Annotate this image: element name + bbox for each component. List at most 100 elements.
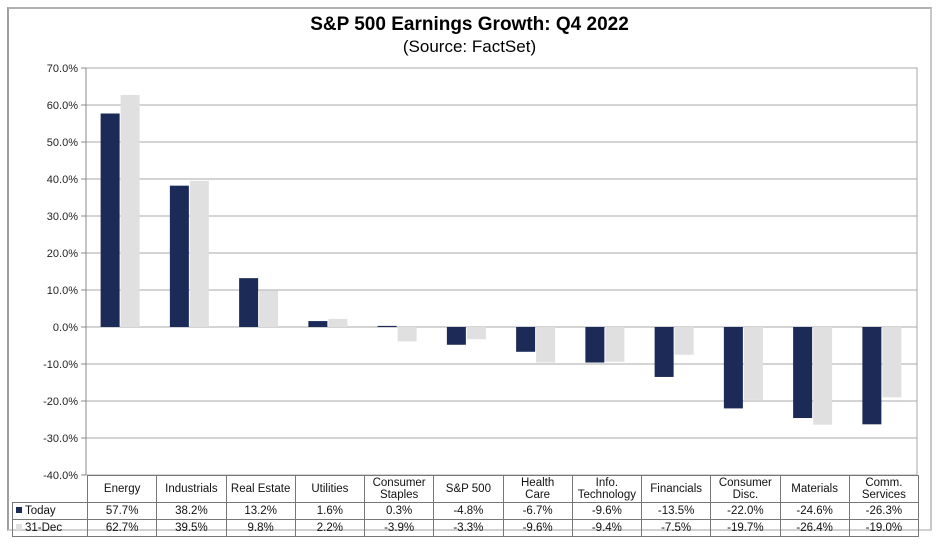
y-tick-label: -10.0% [43, 359, 78, 371]
data-label: -9.6% [571, 502, 643, 520]
bar-31-dec-consumer-staples [397, 327, 417, 342]
category-label-line: Staples [379, 489, 419, 501]
y-tick-label: 0.0% [53, 322, 78, 334]
bar-31-dec-utilities [328, 318, 348, 327]
category-label: Utilities [294, 475, 366, 503]
category-label-line: Real Estate [230, 483, 291, 495]
data-label: -24.6% [779, 502, 850, 520]
category-label: Real Estate [225, 475, 296, 503]
data-label: -9.4% [571, 519, 643, 537]
y-tick-label: 50.0% [47, 137, 78, 149]
data-label: -13.5% [640, 502, 712, 520]
bar-31-dec-industrials [189, 180, 209, 327]
category-label: Financials [640, 475, 712, 503]
bar-31-dec-real-estate [259, 290, 279, 327]
category-label: Industrials [156, 475, 227, 503]
category-label: Info. Technology [571, 475, 643, 503]
y-tick-label: 30.0% [47, 211, 78, 223]
bar-31-dec-comm-services [882, 327, 902, 398]
y-tick-label: -30.0% [43, 433, 78, 445]
y-tick-label: 10.0% [47, 285, 78, 297]
data-label: -19.0% [848, 519, 920, 537]
plot-area-border [85, 67, 918, 476]
data-label: -26.4% [779, 519, 850, 537]
bar-31-dec-financials [674, 327, 694, 355]
category-label-line: Energy [103, 483, 141, 495]
table-row: Today 57.7% 38.2% 13.2% 1.6% 0.3% -4.8% -6.7% -9… [12, 502, 920, 520]
category-label-line: Consumer [372, 477, 426, 489]
category-label-line: S&P 500 [445, 483, 491, 495]
category-label-line: Comm. [865, 477, 903, 489]
data-label: -7.5% [640, 519, 712, 537]
y-tick-label: 70.0% [47, 63, 78, 75]
data-label: -26.3% [848, 502, 920, 520]
data-label: -6.7% [502, 502, 573, 520]
bar-31-dec-materials [813, 327, 833, 425]
chart-subtitle: (Source: FactSet) [402, 37, 537, 56]
bar-today-materials [793, 327, 813, 419]
category-label-line: Info. [595, 477, 619, 489]
bar-31-dec-info-technology [605, 327, 625, 362]
category-label: Comm. Services [848, 475, 920, 503]
legend-swatch-icon [16, 524, 22, 530]
category-label-line: Care [525, 489, 551, 501]
data-label: 39.5% [156, 519, 227, 537]
category-label-line: Utilities [311, 483, 349, 495]
data-label: -3.9% [363, 519, 435, 537]
bar-today-industrials [169, 185, 189, 327]
bar-today-info-technology [585, 327, 605, 363]
category-label-line: Disc. [732, 489, 759, 501]
data-label: 2.2% [294, 519, 366, 537]
bar-today-comm-services [862, 327, 882, 425]
bar-31-dec-consumer-disc- [743, 327, 763, 400]
legend-swatch-icon [16, 507, 22, 513]
bar-today-consumer-staples [377, 325, 397, 327]
table-row: 31-Dec 62.7% 39.5% 9.8% 2.2% -3.9% -3.3% -9.6% -… [12, 519, 920, 537]
data-label: 0.3% [363, 502, 435, 520]
category-label: Health Care [502, 475, 573, 503]
data-label: -19.7% [710, 519, 781, 537]
category-label-line: Materials [791, 483, 838, 495]
legend-entry: 31-Dec [12, 519, 88, 537]
data-label: 62.7% [86, 519, 158, 537]
category-label-line: Services [861, 489, 906, 501]
data-label: 1.6% [294, 502, 366, 520]
legend-label: 31-Dec [25, 522, 63, 534]
y-tick-label: -20.0% [43, 396, 78, 408]
data-label: -9.6% [502, 519, 573, 537]
bar-31-dec-health-care [536, 327, 556, 363]
data-table: Energy Industrials Real Estate Utilities Con… [12, 475, 920, 537]
bar-today-health-care [516, 327, 536, 352]
legend-entry: Today [12, 502, 88, 520]
bar-today-energy [100, 113, 120, 327]
category-label-line: Technology [577, 489, 636, 501]
category-label-line: Industrials [165, 483, 218, 495]
data-label: 38.2% [156, 502, 227, 520]
data-label: -3.3% [433, 519, 504, 537]
y-tick-label: 60.0% [47, 100, 78, 112]
y-tick-label: 20.0% [47, 248, 78, 260]
category-label-line: Health [521, 477, 555, 489]
category-label: Energy [86, 475, 158, 503]
data-label: -22.0% [710, 502, 781, 520]
category-label: Materials [779, 475, 850, 503]
bar-today-real-estate [239, 278, 259, 327]
bar-today-utilities [308, 321, 328, 327]
category-label: S&P 500 [433, 475, 504, 503]
data-label: 9.8% [225, 519, 296, 537]
table-corner [12, 475, 88, 503]
y-tick-label: 40.0% [47, 174, 78, 186]
data-label: -4.8% [433, 502, 504, 520]
chart-title: S&P 500 Earnings Growth: Q4 2022 [310, 14, 629, 35]
category-label-line: Financials [650, 483, 703, 495]
bar-today-financials [654, 327, 674, 377]
data-label: 57.7% [86, 502, 158, 520]
bar-31-dec-s-p-500 [466, 327, 486, 340]
category-label-line: Consumer [718, 477, 772, 489]
bar-31-dec-energy [120, 95, 140, 327]
bar-today-s-p-500 [446, 327, 466, 345]
bar-today-consumer-disc- [723, 327, 743, 409]
data-label: 13.2% [225, 502, 296, 520]
category-label: Consumer Disc. [710, 475, 781, 503]
